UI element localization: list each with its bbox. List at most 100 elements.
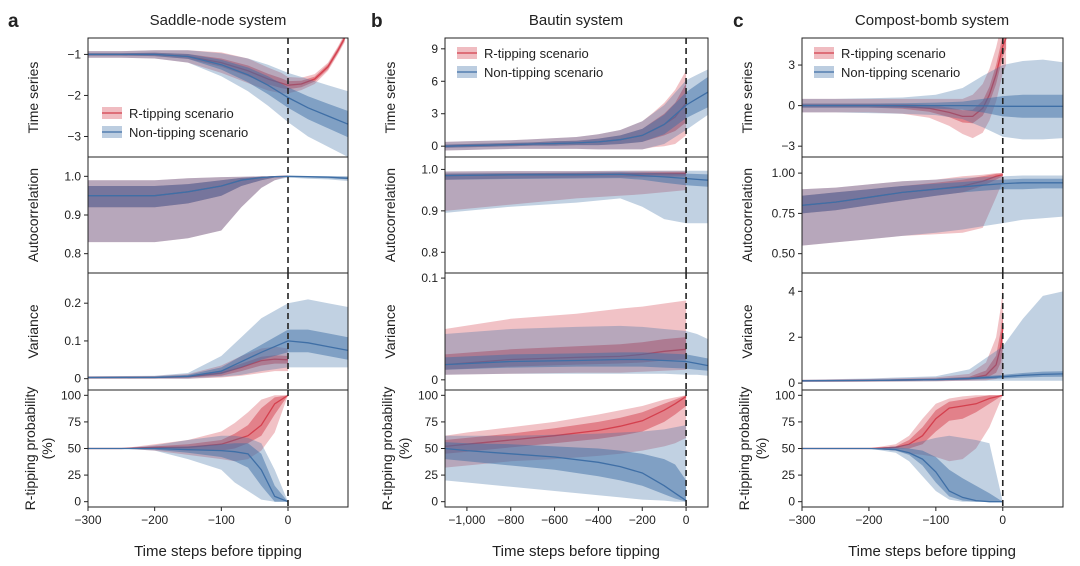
non-tipping-median-line: [88, 53, 348, 125]
r-tipping-median-line: [802, 394, 1003, 450]
y-tick-label: 1.00: [772, 166, 796, 180]
y-tick-label: 3: [788, 58, 795, 72]
y-tick-label: 25: [425, 468, 439, 482]
x-tick-label: −400: [585, 513, 612, 527]
plot-area: [445, 300, 708, 376]
column-b: b Bautin system Time steps before tippin…: [371, 11, 709, 560]
legend: R-tipping scenario Non-tipping scenario: [814, 46, 960, 80]
plot-area: [88, 394, 289, 503]
non-tipping-median-line: [445, 358, 708, 367]
y-axis-label-line: R-tipping probability: [379, 387, 395, 511]
plot-area: [445, 170, 708, 224]
y-tick-label: 2: [788, 330, 795, 344]
plot-area: [802, 173, 1063, 246]
plot-area: [88, 175, 348, 243]
y-tick-label: 3: [431, 107, 438, 121]
y-tick-label: 0.1: [421, 271, 438, 285]
panel-c-3: 4 2 0 Variance: [739, 272, 1064, 391]
legend-label: R-tipping scenario: [484, 46, 589, 61]
legend-label: Non-tipping scenario: [484, 65, 603, 80]
y-tick-label: 0: [788, 376, 795, 390]
y-axis-label-line: (%): [39, 438, 55, 460]
plot-area: [802, 286, 1063, 382]
panel-letter-b: b: [371, 11, 383, 32]
x-tick-label: 0: [999, 513, 1006, 527]
y-tick-label: 50: [68, 442, 82, 456]
plot-area: [802, 38, 1063, 140]
x-tick-label: 0: [285, 513, 292, 527]
xlabel-a: Time steps before tipping: [134, 543, 302, 560]
y-axis-label: Variance: [25, 304, 41, 358]
non-tipping-median-line: [445, 447, 687, 502]
non-tipping-outer-band: [802, 59, 1063, 140]
panel-b-4: 100 75 50 25 0 R-tipping probability(%): [379, 387, 709, 511]
y-tick-label: 100: [418, 388, 438, 402]
r-tipping-median-line: [445, 395, 687, 448]
r-tipping-outer-band: [445, 70, 687, 151]
non-tipping-inner-band: [802, 447, 1003, 502]
y-tick-label: 25: [68, 468, 82, 482]
plot-area: [88, 38, 348, 157]
y-tick-label: 75: [68, 415, 82, 429]
y-tick-label: 0.8: [421, 245, 438, 259]
panel-letter-a: a: [8, 11, 19, 32]
panel-c-2: 1.00 0.75 0.50 Autocorrelation: [739, 156, 1064, 274]
panel-a-1: −1 −2 −3 Time series R-tipping scenario Non-t…: [25, 37, 349, 158]
panel-b-3: 0.1 0 Variance: [382, 271, 709, 391]
y-axis-label: R-tipping probability(%): [22, 387, 55, 511]
y-axis-label: Time series: [25, 62, 41, 134]
y-tick-label: 0.75: [772, 206, 796, 220]
legend-label: R-tipping scenario: [129, 106, 234, 121]
y-tick-label: 0.9: [421, 204, 438, 218]
y-axis-label-line: R-tipping probability: [22, 387, 38, 511]
non-tipping-outer-band: [802, 291, 1063, 382]
y-tick-label: 4: [788, 284, 795, 298]
non-tipping-inner-band: [445, 442, 687, 502]
y-tick-label: 50: [425, 442, 439, 456]
non-tipping-median-line: [88, 175, 348, 197]
plot-area: [88, 299, 348, 379]
legend: R-tipping scenario Non-tipping scenario: [102, 106, 248, 140]
x-axis-a: −300 −200 −100 0: [74, 507, 292, 527]
y-tick-label: −3: [67, 129, 81, 143]
non-tipping-median-line: [802, 104, 1063, 107]
x-tick-label: −300: [788, 513, 815, 527]
plot-area: [445, 395, 687, 502]
panel-a-2: 1.0 0.9 0.8 Autocorrelation: [25, 156, 349, 274]
y-axis-label-line: R-tipping probability: [736, 387, 752, 511]
x-tick-label: −300: [74, 513, 101, 527]
plot-area: [445, 69, 708, 151]
x-tick-label: −100: [208, 513, 235, 527]
y-axis-label: Autocorrelation: [25, 168, 41, 262]
y-axis-label: Autocorrelation: [739, 168, 755, 262]
r-tipping-outer-band: [445, 170, 687, 211]
x-tick-label: −1,000: [448, 513, 485, 527]
non-tipping-inner-band: [802, 94, 1063, 118]
y-tick-label: 0: [788, 495, 795, 509]
y-tick-label: 9: [431, 42, 438, 56]
y-tick-label: 1.0: [421, 162, 438, 176]
panel-a-3: 0.2 0.1 0 Variance: [25, 272, 349, 391]
panel-b-1: 9 6 3 0 Time series R-tipping scenario Non-tip…: [382, 37, 709, 158]
non-tipping-inner-band: [88, 443, 288, 502]
legend-label: Non-tipping scenario: [129, 125, 248, 140]
y-axis-label: Time series: [739, 62, 755, 134]
panel-a-4: 100 75 50 25 0 R-tipping probability(%): [22, 387, 349, 511]
y-tick-label: 0: [74, 495, 81, 509]
plot-area: [802, 394, 1003, 503]
column-a: a Saddle-node system Time steps before t…: [8, 11, 349, 560]
x-axis-c: −300 −200 −100 0: [788, 507, 1006, 527]
y-tick-label: 50: [782, 442, 796, 456]
non-tipping-outer-band: [445, 69, 708, 151]
y-tick-label: 75: [425, 415, 439, 429]
x-tick-label: 0: [683, 513, 690, 527]
y-axis-label: Time series: [382, 62, 398, 134]
y-tick-label: 6: [431, 74, 438, 88]
non-tipping-outer-band: [445, 170, 708, 224]
non-tipping-median-line: [802, 373, 1063, 382]
y-tick-label: 0.2: [64, 296, 81, 310]
y-axis-label: Autocorrelation: [382, 168, 398, 262]
x-axis-b: −1,000 −800 −600 −400 −200 0: [448, 507, 690, 527]
title-c: Compost-bomb system: [855, 12, 1009, 29]
